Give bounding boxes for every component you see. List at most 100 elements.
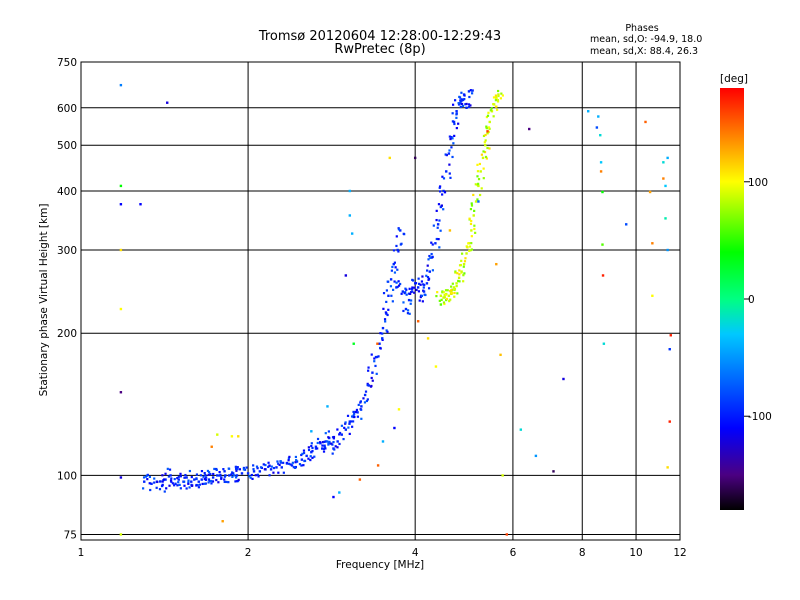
data-point — [203, 482, 206, 485]
data-point — [474, 231, 477, 234]
data-point — [256, 467, 259, 470]
data-point — [470, 242, 473, 245]
data-point — [246, 472, 250, 475]
data-point — [242, 466, 245, 470]
data-point — [360, 408, 363, 411]
data-point — [446, 289, 449, 292]
data-point — [426, 264, 429, 267]
data-point — [302, 464, 305, 467]
data-point — [327, 430, 330, 433]
data-point — [190, 484, 194, 487]
data-point — [462, 265, 465, 268]
data-point — [338, 433, 341, 436]
data-point — [449, 137, 452, 141]
data-point — [386, 313, 389, 317]
data-point — [255, 465, 259, 468]
data-point — [397, 284, 401, 287]
data-point — [451, 137, 454, 140]
data-point — [211, 476, 215, 479]
data-point — [234, 467, 238, 470]
data-point — [295, 459, 298, 462]
data-point — [407, 292, 411, 295]
data-point — [644, 120, 647, 124]
data-point — [501, 94, 504, 97]
data-point — [428, 270, 431, 273]
data-point — [353, 412, 356, 415]
data-point — [468, 217, 471, 220]
data-point — [426, 337, 430, 340]
data-point — [322, 450, 326, 453]
data-point — [435, 294, 438, 298]
data-point — [459, 264, 462, 267]
data-point — [161, 483, 164, 486]
data-point — [179, 475, 182, 478]
data-point — [453, 287, 457, 291]
data-point — [496, 89, 500, 93]
data-point — [193, 478, 196, 481]
data-point — [485, 157, 488, 160]
data-point — [166, 467, 169, 470]
data-point — [453, 122, 456, 126]
data-point — [230, 435, 234, 438]
data-point — [404, 307, 408, 311]
data-point — [351, 425, 354, 428]
data-point — [252, 464, 255, 467]
data-point — [451, 103, 455, 106]
data-point — [289, 463, 292, 466]
data-point — [411, 286, 414, 289]
data-point — [373, 357, 376, 360]
data-point — [601, 274, 605, 277]
data-point — [313, 455, 316, 458]
data-point — [485, 127, 489, 130]
data-point — [437, 238, 440, 241]
data-point — [466, 245, 469, 249]
data-point — [419, 283, 422, 286]
data-point — [440, 204, 443, 207]
data-point — [487, 126, 491, 129]
data-point — [163, 478, 166, 481]
data-point — [601, 190, 604, 194]
data-point — [195, 484, 198, 487]
data-point — [402, 301, 405, 304]
data-point — [344, 428, 348, 431]
data-point — [340, 433, 343, 436]
data-point — [401, 290, 405, 293]
x-axis-label: Frequency [MHz] — [336, 559, 424, 571]
data-point — [450, 146, 453, 149]
data-point — [155, 486, 158, 489]
data-point — [478, 193, 482, 197]
data-point — [462, 274, 465, 277]
data-point — [367, 369, 370, 372]
data-point — [371, 371, 374, 374]
data-point — [316, 441, 319, 445]
data-point — [294, 466, 297, 470]
data-point — [179, 487, 182, 490]
data-point — [438, 186, 441, 189]
data-point — [237, 478, 240, 481]
data-point — [376, 464, 380, 467]
data-point — [355, 408, 359, 412]
data-point — [460, 259, 463, 262]
data-point — [469, 207, 473, 211]
data-point — [352, 410, 355, 414]
data-point — [381, 338, 384, 342]
data-point — [495, 262, 498, 266]
data-point — [459, 105, 462, 109]
data-point — [209, 473, 212, 476]
data-point — [562, 377, 565, 381]
data-point — [348, 420, 352, 423]
data-point — [279, 460, 282, 463]
data-point — [442, 177, 446, 180]
data-point — [119, 533, 123, 536]
data-point — [460, 252, 464, 255]
data-point — [212, 472, 215, 476]
data-point — [233, 474, 236, 477]
data-point — [469, 222, 473, 226]
data-point — [470, 219, 473, 223]
data-point — [451, 112, 454, 115]
data-point — [119, 184, 123, 188]
data-point — [390, 294, 393, 297]
data-point — [310, 450, 313, 454]
data-point — [183, 476, 186, 479]
